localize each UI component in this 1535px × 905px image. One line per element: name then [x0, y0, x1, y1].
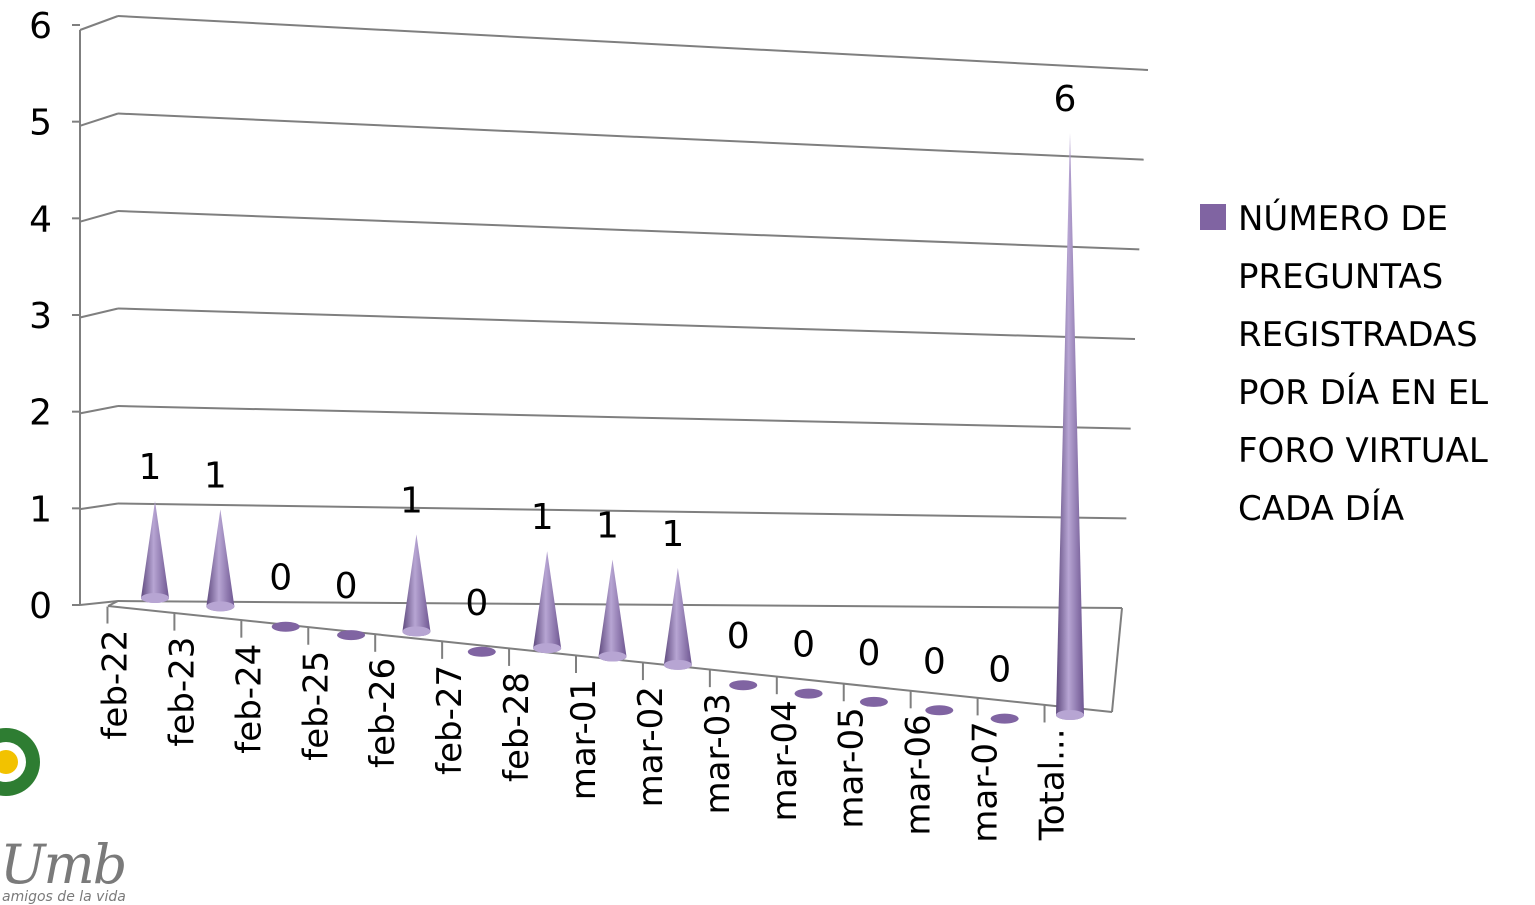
cone-base — [141, 593, 169, 603]
cone — [402, 534, 431, 637]
gridline — [117, 15, 1149, 71]
data-label: 0 — [792, 625, 815, 666]
cone-flat — [794, 688, 823, 699]
x-tick-label: Total... — [1033, 728, 1073, 841]
gridline-side — [79, 307, 119, 319]
y-tick-label: 5 — [29, 103, 52, 144]
cone-flat — [337, 630, 366, 641]
legend-label: NÚMERO DE PREGUNTAS REGISTRADAS POR DÍA … — [1238, 199, 1489, 529]
x-tick-label: feb-28 — [497, 672, 537, 782]
gridline — [117, 600, 1123, 609]
data-label: 0 — [465, 583, 488, 624]
cone-flat — [925, 705, 954, 716]
cone-flat — [729, 680, 758, 691]
logo-emblem-icon — [0, 728, 40, 796]
gridline — [117, 502, 1127, 520]
gridline-side — [79, 600, 119, 606]
y-tick-labels: 0 1 2 3 4 5 6 — [29, 6, 80, 627]
x-tick-label: mar-07 — [966, 721, 1006, 842]
data-label: 0 — [988, 650, 1011, 691]
gridlines — [79, 15, 1149, 609]
gridline-side — [79, 405, 119, 415]
data-label: 0 — [727, 616, 750, 657]
x-tick-label: mar-04 — [765, 700, 805, 821]
cone-base — [598, 651, 627, 662]
y-tick-label: 1 — [29, 489, 52, 530]
gridline — [117, 112, 1144, 161]
data-label: 1 — [596, 506, 619, 547]
cone — [598, 559, 627, 662]
x-tick-label: feb-24 — [229, 644, 269, 754]
data-label: 1 — [139, 447, 162, 488]
cone — [533, 551, 562, 654]
data-label: 1 — [204, 455, 227, 496]
floor-right-edge — [1111, 607, 1123, 713]
gridline — [117, 307, 1136, 340]
legend: NÚMERO DE PREGUNTAS REGISTRADAS POR DÍA … — [1200, 190, 1530, 538]
y-tick-label: 4 — [29, 199, 52, 240]
cone — [206, 509, 235, 612]
y-tick-label: 6 — [29, 6, 52, 47]
gridline — [117, 405, 1131, 430]
cone-base — [206, 601, 235, 612]
cones — [141, 133, 1084, 724]
cone-flat — [271, 621, 300, 632]
cone-base — [533, 643, 562, 654]
x-tick-label: feb-25 — [296, 651, 336, 761]
data-labels: 1 1 0 0 1 0 1 1 1 0 0 0 0 0 6 — [139, 79, 1077, 691]
cone-flat — [859, 696, 888, 707]
logo-tagline: amigos de la vida — [2, 889, 126, 905]
cone-base — [1056, 710, 1084, 720]
data-label: 6 — [1054, 79, 1077, 120]
gridline-side — [79, 210, 119, 223]
axes — [79, 30, 1123, 713]
gridline-side — [79, 502, 119, 511]
gridline — [117, 210, 1140, 251]
x-tick-labels: feb-22 feb-23 feb-24 feb-25 feb-26 feb-27 feb-… — [95, 606, 1073, 843]
x-tick-label: feb-23 — [162, 637, 202, 747]
cone-base — [663, 659, 692, 670]
y-tick-label: 2 — [29, 393, 52, 434]
gridline-side — [79, 112, 119, 127]
data-label: 1 — [400, 480, 423, 521]
data-label: 0 — [269, 558, 292, 599]
y-tick-label: 0 — [29, 586, 52, 627]
cone — [663, 567, 692, 670]
y-tick-label: 3 — [29, 296, 52, 337]
x-tick-label: mar-06 — [899, 714, 939, 835]
data-label: 0 — [335, 566, 358, 607]
data-label: 1 — [661, 514, 684, 555]
floor-left-edge — [107, 600, 119, 607]
cone-base — [402, 626, 431, 637]
x-tick-label: mar-01 — [564, 679, 604, 800]
cone-flat — [467, 646, 496, 657]
x-tick-label: mar-02 — [631, 686, 671, 807]
x-tick-label: mar-05 — [832, 707, 872, 828]
logo-text: Umb — [0, 833, 127, 896]
legend-swatch — [1200, 204, 1226, 230]
cone — [1056, 133, 1084, 720]
x-tick-label: mar-03 — [698, 693, 738, 814]
data-label: 1 — [531, 497, 554, 538]
data-label: 0 — [923, 641, 946, 682]
gridline-side — [79, 15, 119, 31]
cone — [141, 501, 169, 603]
x-tick-label: feb-27 — [430, 665, 470, 775]
x-tick-label: feb-22 — [95, 630, 135, 740]
data-label: 0 — [857, 633, 880, 674]
x-tick-label: feb-26 — [363, 658, 403, 768]
cone-flat — [990, 713, 1019, 724]
